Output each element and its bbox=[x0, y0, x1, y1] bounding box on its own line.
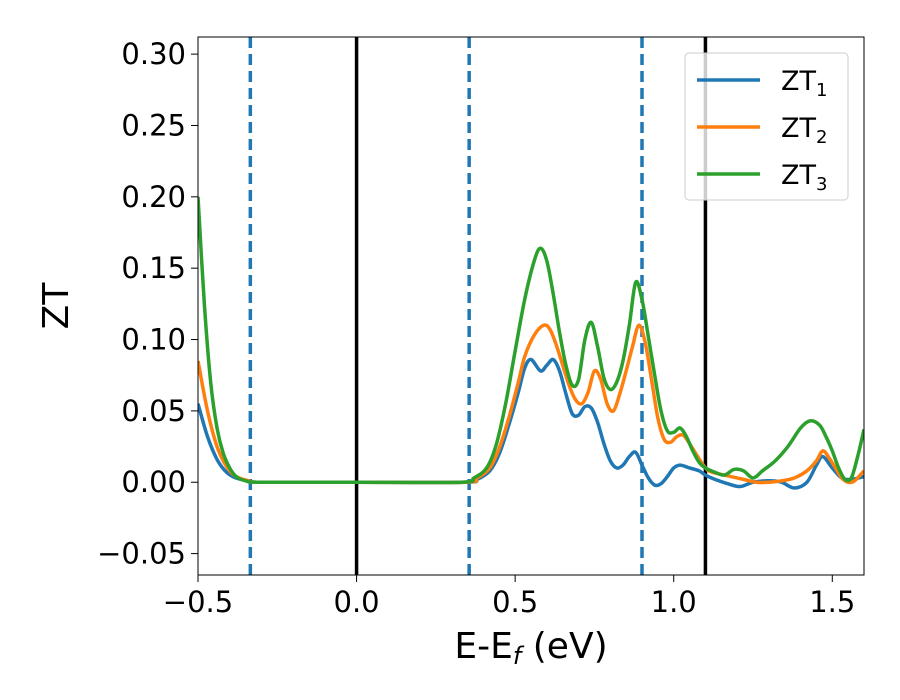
legend-label-zt2: ZT2 bbox=[781, 113, 827, 148]
legend: ZT1 ZT2 ZT3 bbox=[684, 52, 849, 201]
y-tick-label-3: 0.05 bbox=[121, 394, 186, 428]
y-tick-label-6: 0.20 bbox=[121, 180, 186, 214]
legend-frame bbox=[684, 52, 849, 201]
x-axis-title-unit: (eV) bbox=[521, 626, 607, 667]
y-tick-label-1: −0.05 bbox=[97, 537, 186, 571]
legend-label-zt3: ZT3 bbox=[781, 160, 827, 195]
x-tick-label-4: 1.0 bbox=[651, 585, 697, 619]
x-axis-title-main: E-E bbox=[454, 626, 512, 667]
x-axis-title: E-Ef (eV) bbox=[454, 626, 607, 670]
x-tick-label-3: 0.5 bbox=[492, 585, 538, 619]
x-axis-ticks: −0.5 0.0 0.5 1.0 1.5 bbox=[163, 575, 855, 619]
y-tick-label-4: 0.10 bbox=[121, 323, 186, 357]
y-tick-label-2: 0.00 bbox=[121, 465, 186, 499]
x-tick-label-2: 0.0 bbox=[334, 585, 380, 619]
y-axis-ticks: −0.05 0.00 0.05 0.10 0.15 0.20 0.25 0.30 bbox=[97, 37, 198, 571]
plot-frame bbox=[197, 36, 865, 576]
series-lines bbox=[198, 196, 864, 490]
series-line-zt3 bbox=[198, 196, 864, 485]
y-axis-title: ZT bbox=[36, 282, 77, 330]
y-tick-label-7: 0.25 bbox=[121, 108, 186, 142]
y-tick-label-8: 0.30 bbox=[121, 37, 186, 71]
x-tick-label-5: 1.5 bbox=[809, 585, 855, 619]
x-tick-label-1: −0.5 bbox=[163, 585, 233, 619]
y-tick-label-5: 0.15 bbox=[121, 251, 186, 285]
legend-label-zt1: ZT1 bbox=[781, 66, 827, 101]
